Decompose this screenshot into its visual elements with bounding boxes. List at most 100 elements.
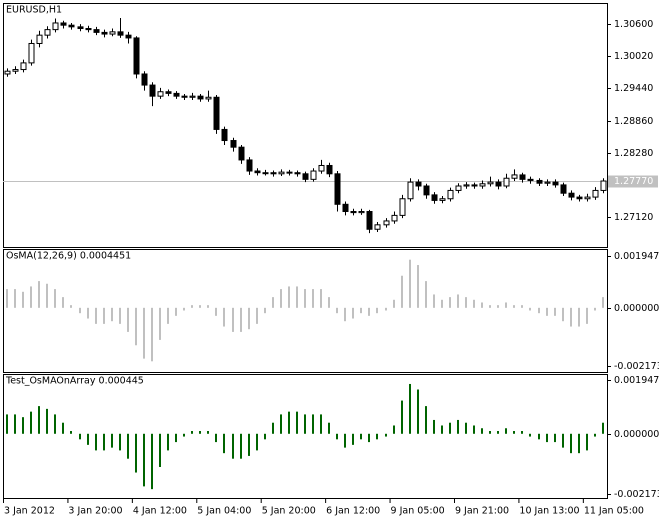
histogram-bar	[449, 422, 451, 434]
histogram-bar	[320, 289, 322, 308]
histogram-bar	[6, 289, 8, 308]
histogram-bar	[183, 307, 185, 311]
histogram-bar	[264, 433, 266, 440]
histogram-bar	[529, 307, 531, 311]
histogram-bar	[352, 433, 354, 445]
histogram-bar	[79, 307, 81, 314]
histogram-bar	[441, 425, 443, 434]
y-tick-label: 1.28280	[614, 148, 653, 159]
candle-body	[560, 184, 567, 194]
histogram-bar	[119, 433, 121, 451]
histogram-bar	[328, 297, 330, 308]
y-tick-label: -0.002173	[614, 489, 659, 500]
histogram-bar	[272, 297, 274, 308]
histogram-bar	[215, 307, 217, 316]
histogram-bar	[401, 400, 403, 434]
histogram-bar	[95, 433, 97, 451]
histogram-bar	[38, 281, 40, 308]
pane-title: OsMA(12,26,9) 0.0004451	[6, 251, 131, 262]
y-tick-label: 0.001947	[614, 375, 659, 386]
histogram-bar	[159, 307, 161, 340]
candle-body	[101, 31, 108, 35]
histogram-bar	[191, 305, 193, 308]
histogram-bar	[417, 389, 419, 434]
price-pane	[3, 3, 608, 248]
candle-body	[600, 180, 607, 191]
price-label-box	[608, 175, 658, 188]
candle-body	[270, 172, 277, 175]
histogram-bar	[376, 433, 378, 440]
osma-pane	[3, 249, 608, 373]
histogram-bar	[457, 419, 459, 434]
candle-body	[326, 164, 333, 175]
candle-body	[318, 164, 325, 172]
candle-body	[221, 128, 228, 142]
histogram-bar	[103, 433, 105, 451]
histogram-bar	[240, 307, 242, 332]
histogram-bar	[570, 433, 572, 454]
candle-body	[117, 31, 124, 36]
y-tick-label: 0.0000000	[614, 303, 659, 314]
histogram-bar	[103, 307, 105, 324]
histogram-bar	[521, 431, 523, 434]
candle-body	[197, 95, 204, 100]
x-tick-label: 10 Jan 13:00	[519, 506, 579, 517]
histogram-bar	[54, 289, 56, 308]
histogram-bar	[409, 383, 411, 434]
candle-body	[286, 171, 293, 174]
histogram-bar	[288, 411, 290, 434]
candle-body	[181, 95, 188, 98]
candle-body	[391, 214, 398, 222]
candle-body	[495, 181, 502, 187]
histogram-bar	[167, 433, 169, 451]
histogram-bar	[159, 433, 161, 467]
histogram-bar	[425, 281, 427, 308]
candle-body	[60, 22, 67, 26]
candle-body	[447, 189, 454, 200]
histogram-bar	[344, 307, 346, 322]
histogram-bar	[6, 414, 8, 434]
histogram-bar	[320, 414, 322, 434]
histogram-bar	[223, 433, 225, 454]
candle-body	[383, 220, 390, 226]
pane-title: Test_OsMAOnArray 0.000445	[5, 376, 144, 387]
histogram-bar	[14, 289, 16, 308]
y-tick-label: 1.30020	[614, 51, 653, 62]
histogram-bar	[272, 422, 274, 434]
y-tick-label: 1.27120	[614, 212, 653, 223]
histogram-bar	[489, 431, 491, 434]
candle-body	[141, 73, 148, 86]
candle-body	[423, 185, 430, 196]
candle-body	[93, 29, 100, 33]
x-tick-label: 11 Jan 05:00	[584, 506, 644, 517]
histogram-bar	[30, 411, 32, 434]
x-tick-label: 3 Jan 20:00	[68, 506, 122, 517]
histogram-bar	[529, 433, 531, 437]
histogram-bar	[425, 406, 427, 434]
histogram-bar	[465, 422, 467, 434]
histogram-bar	[546, 433, 548, 443]
candle-body	[366, 211, 373, 230]
histogram-bar	[546, 307, 548, 316]
histogram-bar	[594, 433, 596, 437]
histogram-bar	[256, 307, 258, 324]
histogram-bar	[14, 414, 16, 434]
histogram-bar	[385, 307, 387, 311]
candle-body	[374, 224, 381, 230]
histogram-bar	[175, 307, 177, 316]
candle-body	[358, 211, 365, 214]
candle-body	[125, 34, 132, 39]
histogram-bar	[457, 294, 459, 308]
histogram-bar	[393, 425, 395, 434]
histogram-bar	[602, 422, 604, 434]
histogram-bar	[505, 428, 507, 434]
histogram-bar	[578, 433, 580, 454]
candle-body	[471, 184, 478, 187]
candle-body	[399, 198, 406, 216]
candle-body	[246, 159, 253, 172]
histogram-bar	[578, 307, 580, 327]
histogram-bar	[46, 283, 48, 308]
histogram-bar	[127, 307, 129, 332]
x-tick-label: 5 Jan 20:00	[262, 506, 316, 517]
x-tick-label: 3 Jan 2012	[4, 506, 55, 517]
